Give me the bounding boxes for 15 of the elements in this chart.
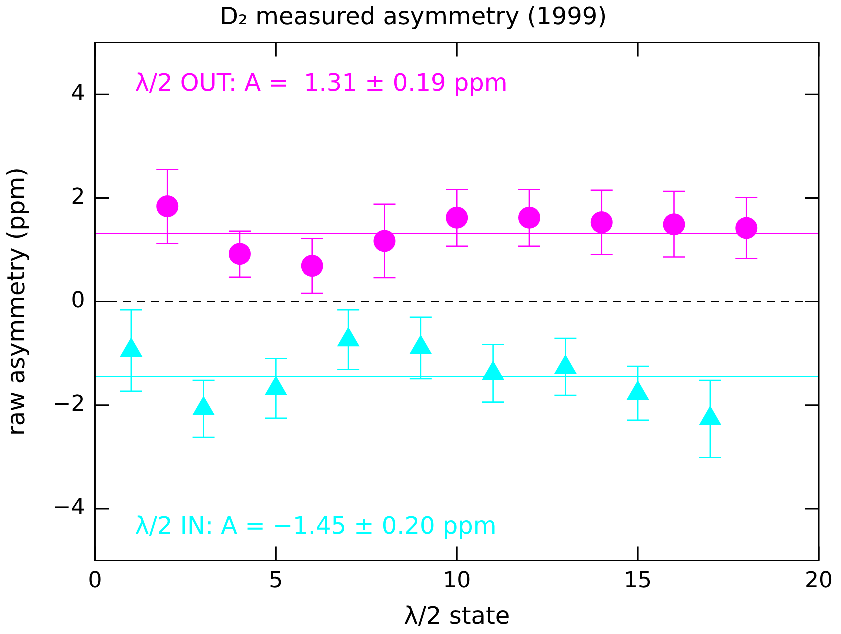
y-tick-label: 2	[71, 184, 86, 210]
y-tick-label: 0	[71, 288, 86, 314]
x-tick-label: 20	[805, 568, 834, 594]
ref-line-label: λ/2 IN: A = −1.45 ± 0.20 ppm	[135, 512, 497, 540]
x-tick-label: 5	[269, 568, 284, 594]
x-tick-label: 15	[624, 568, 652, 594]
ref-line-label: λ/2 OUT: A = 1.31 ± 0.19 ppm	[135, 69, 508, 98]
chart-title: D₂ measured asymmetry (1999)	[220, 2, 608, 31]
y-tick-label: −4	[52, 496, 86, 521]
x-tick-label: 0	[88, 568, 102, 594]
y-tick-label: 4	[71, 81, 86, 106]
y-tick-label: −2	[52, 392, 86, 418]
y-axis-title: raw asymmetry (ppm)	[2, 168, 31, 436]
x-tick-label: 10	[443, 568, 472, 594]
x-axis-title: λ/2 state	[404, 602, 510, 630]
